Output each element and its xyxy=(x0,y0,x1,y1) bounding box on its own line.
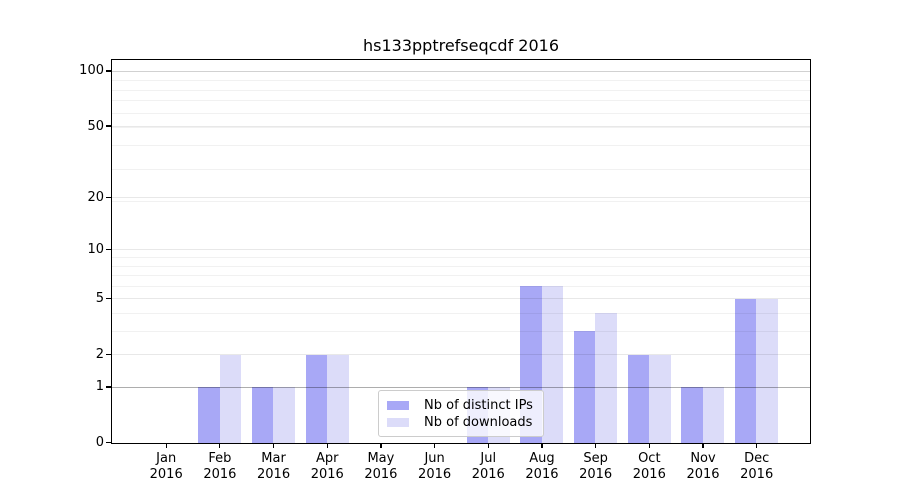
gridline xyxy=(112,127,810,129)
x-tick-label: Aug 2016 xyxy=(525,451,559,482)
legend-swatch-distinct-ips xyxy=(387,401,409,410)
y-tick-label: 100 xyxy=(79,63,104,79)
x-tick-mark xyxy=(434,444,436,449)
legend-label-distinct-ips: Nb of distinct IPs xyxy=(424,398,533,413)
chart-title: hs133pptrefseqcdf 2016 xyxy=(362,36,560,55)
y-tick-label: 50 xyxy=(87,118,104,134)
gridline xyxy=(112,197,810,199)
y-tick-mark xyxy=(106,249,111,251)
y-tick-mark xyxy=(106,125,111,127)
x-tick-mark xyxy=(756,444,758,449)
y-tick-label: 10 xyxy=(87,242,104,258)
gridline xyxy=(112,265,810,267)
bar-downloads xyxy=(756,298,778,443)
gridline xyxy=(112,285,810,287)
bar-distinct-ips xyxy=(251,387,274,443)
x-tick-mark xyxy=(702,444,704,449)
gridline xyxy=(112,70,810,72)
gridline xyxy=(112,312,810,314)
x-tick-label: Jan 2016 xyxy=(149,451,183,482)
gridline xyxy=(112,112,810,114)
y-tick-label: 2 xyxy=(95,346,104,362)
x-tick-mark xyxy=(595,444,597,449)
y-tick-label: 5 xyxy=(95,290,104,306)
bar-distinct-ips xyxy=(681,387,703,443)
x-tick-label: Jun 2016 xyxy=(418,451,452,482)
y-tick-label: 1 xyxy=(95,379,104,395)
gridline xyxy=(112,257,810,259)
x-tick-label: Oct 2016 xyxy=(632,451,666,482)
y-tick-mark xyxy=(106,297,111,300)
bar-distinct-ips xyxy=(627,354,650,443)
legend-label-downloads: Nb of downloads xyxy=(424,415,533,430)
gridline xyxy=(112,168,810,170)
x-tick-label: Dec 2016 xyxy=(740,451,774,482)
x-tick-mark xyxy=(487,444,489,449)
x-tick-label: May 2016 xyxy=(364,451,398,482)
y-tick-label: 0 xyxy=(95,435,104,451)
x-tick-mark xyxy=(219,444,221,449)
x-tick-mark xyxy=(165,444,167,449)
x-tick-label: Mar 2016 xyxy=(257,451,291,482)
y-tick-mark xyxy=(106,386,111,388)
gridline xyxy=(112,275,810,277)
legend-entry-downloads: Nb of downloads xyxy=(387,414,543,431)
x-tick-mark xyxy=(272,444,275,449)
bar-downloads xyxy=(702,387,725,443)
y-tick-mark xyxy=(106,196,111,199)
gridline xyxy=(112,354,810,356)
legend: Nb of distinct IPs Nb of downloads xyxy=(378,390,544,437)
gridline xyxy=(112,298,810,300)
bar-distinct-ips xyxy=(198,387,220,443)
x-tick-label: Apr 2016 xyxy=(310,451,344,482)
x-tick-label: Jul 2016 xyxy=(471,451,505,482)
x-tick-mark xyxy=(541,444,543,449)
y-tick-mark xyxy=(106,353,111,355)
gridline xyxy=(112,89,810,91)
x-tick-label: Sep 2016 xyxy=(579,451,613,482)
plot-area: Nb of distinct IPs Nb of downloads xyxy=(111,59,811,444)
x-tick-label: Nov 2016 xyxy=(686,451,720,482)
gridline xyxy=(112,125,810,127)
bar-downloads xyxy=(595,313,617,443)
gridline xyxy=(112,80,810,82)
x-tick-mark xyxy=(326,444,328,449)
y-tick-mark xyxy=(106,70,111,72)
gridline xyxy=(112,201,810,203)
y-tick-mark xyxy=(106,442,111,444)
bar-downloads xyxy=(327,354,349,443)
gridline xyxy=(112,145,810,147)
bar-downloads xyxy=(219,354,242,443)
bar-downloads xyxy=(649,354,671,443)
x-tick-mark xyxy=(380,444,382,449)
bar-distinct-ips xyxy=(305,354,328,443)
legend-entry-distinct-ips: Nb of distinct IPs xyxy=(387,397,543,414)
bar-distinct-ips xyxy=(734,298,757,443)
x-tick-label: Feb 2016 xyxy=(203,451,237,482)
gridline xyxy=(112,330,810,332)
bar-downloads xyxy=(541,286,564,443)
legend-swatch-downloads xyxy=(387,418,409,427)
gridline xyxy=(112,249,810,251)
bar-distinct-ips xyxy=(573,331,596,443)
gridline xyxy=(112,100,810,102)
bar-downloads xyxy=(273,387,295,443)
x-tick-mark xyxy=(648,444,650,449)
y-tick-label: 20 xyxy=(87,190,104,206)
